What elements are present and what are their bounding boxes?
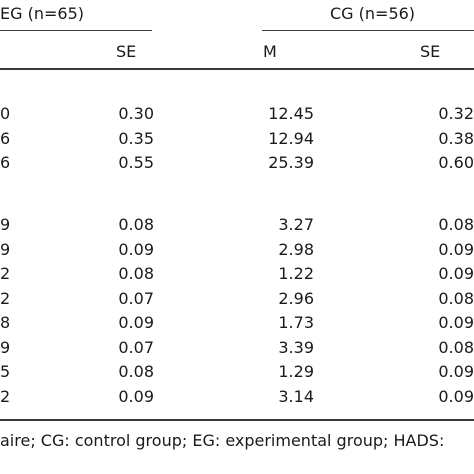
cg-mean-cell: 12.94 — [268, 128, 314, 148]
eg-group-heading: EG (n=65) — [0, 4, 84, 23]
eg-se-cell: 0.30 — [118, 104, 154, 123]
cg-mean-cell: 3.14 — [278, 386, 314, 406]
cg-se-cell: 0.09 — [438, 239, 474, 259]
cg-se-cell: 0.38 — [438, 128, 474, 148]
cg-mean-cell: 1.73 — [278, 313, 314, 332]
eg-se-cell: 0.09 — [118, 239, 154, 259]
cg-mean-cell: 1.29 — [278, 362, 314, 381]
eg-se-column-header: SE — [116, 42, 137, 61]
eg-mean-cell: 0 — [0, 104, 11, 123]
eg-se-cell: 0.09 — [118, 386, 154, 406]
cg-mean-cell: 2.96 — [278, 288, 314, 308]
cg-se-cell: 0.08 — [438, 288, 474, 308]
eg-se-cell: 0.07 — [118, 337, 154, 357]
eg-mean-cell: 9 — [0, 215, 11, 234]
eg-mean-cell: 6 — [0, 153, 11, 172]
eg-mean-cell: 9 — [0, 337, 11, 357]
eg-mean-cell: 8 — [0, 313, 11, 332]
eg-mean-cell: 2 — [0, 386, 11, 406]
cg-mean-cell: 12.45 — [268, 104, 314, 123]
eg-mean-cell: 2 — [0, 264, 11, 283]
table-footnote: aire; CG: control group; EG: experimenta… — [0, 431, 445, 450]
cg-mean-cell: 1.22 — [278, 264, 314, 283]
cg-se-cell: 0.32 — [438, 104, 474, 123]
cg-se-cell: 0.09 — [438, 264, 474, 283]
eg-se-cell: 0.08 — [118, 264, 154, 283]
cg-se-cell: 0.08 — [438, 337, 474, 357]
cg-se-cell: 0.09 — [438, 362, 474, 381]
cg-mean-cell: 25.39 — [268, 153, 314, 172]
eg-se-cell: 0.35 — [118, 128, 154, 148]
eg-se-cell: 0.55 — [118, 153, 154, 172]
eg-se-cell: 0.08 — [118, 215, 154, 234]
eg-mean-cell: 5 — [0, 362, 11, 381]
cg-group-heading: CG (n=56) — [330, 4, 416, 23]
cg-group-underline — [262, 30, 474, 31]
cg-se-cell: 0.09 — [438, 386, 474, 406]
cg-se-cell: 0.08 — [438, 215, 474, 234]
eg-mean-cell: 2 — [0, 288, 11, 308]
table-bottom-rule — [0, 419, 474, 421]
eg-mean-cell: 9 — [0, 239, 11, 259]
cg-se-cell: 0.60 — [438, 153, 474, 172]
eg-se-cell: 0.08 — [118, 362, 154, 381]
eg-mean-cell: 6 — [0, 128, 11, 148]
header-bottom-rule — [0, 68, 474, 70]
eg-group-underline — [0, 30, 152, 31]
eg-se-cell: 0.09 — [118, 313, 154, 332]
cg-mean-cell: 3.27 — [278, 215, 314, 234]
cg-se-column-header: SE — [420, 42, 441, 61]
cg-mean-cell: 2.98 — [278, 239, 314, 259]
eg-se-cell: 0.07 — [118, 288, 154, 308]
cg-se-cell: 0.09 — [438, 313, 474, 332]
cg-mean-cell: 3.39 — [278, 337, 314, 357]
cg-m-column-header: M — [263, 42, 277, 61]
